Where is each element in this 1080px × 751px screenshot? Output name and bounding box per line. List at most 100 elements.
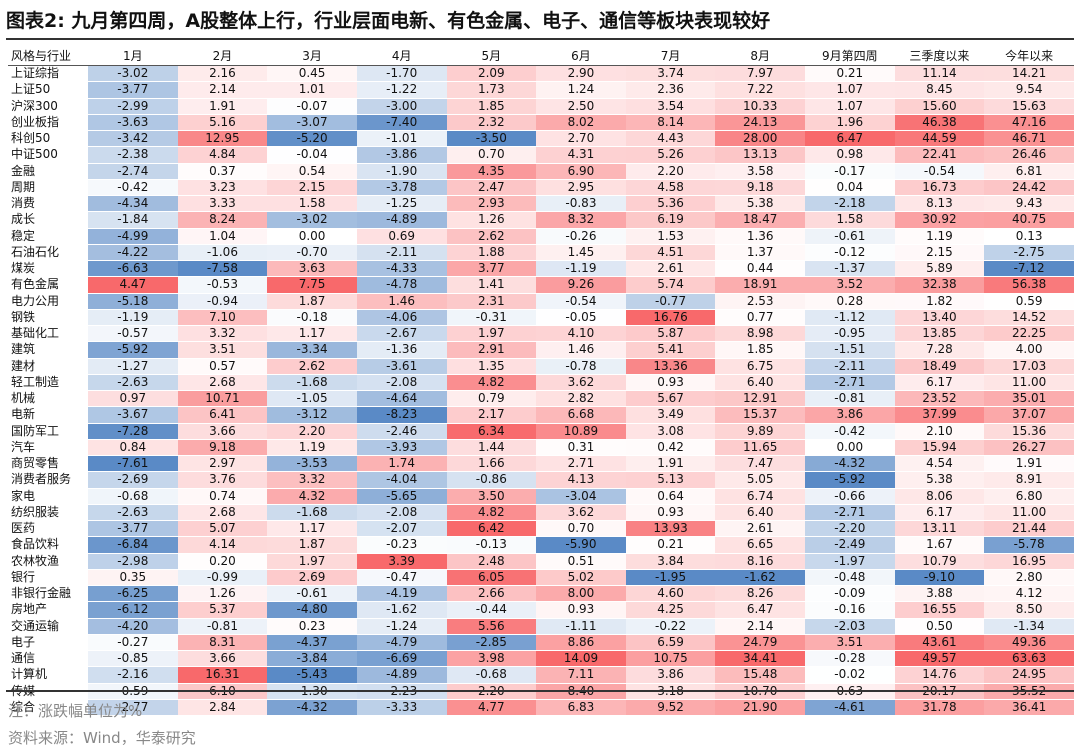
column-header: 8月 [715,45,805,66]
cell: 4.00 [984,341,1074,359]
cell: -4.22 [88,244,178,262]
cell: 2.48 [446,553,537,570]
cell: 1.58 [267,195,357,213]
cell: -1.90 [356,163,447,180]
cell: -2.98 [88,553,178,570]
cell: 0.98 [805,146,895,164]
rule [6,38,1074,40]
cell: 24.95 [984,666,1074,684]
cell: 0.69 [356,228,447,245]
cell: 8.50 [984,601,1074,619]
cell: 3.88 [894,585,985,603]
cell: 2.16 [177,65,268,83]
cell: 4.47 [88,276,178,294]
cell: -2.71 [805,504,895,522]
cell: 16.73 [894,179,985,197]
cell: 6.17 [894,504,985,522]
cell: 49.57 [894,650,985,668]
cell: 15.63 [984,98,1074,115]
cell: -1.22 [356,81,447,99]
row-label: 综合 [8,699,88,717]
cell: 0.31 [536,439,626,457]
cell: 0.21 [625,536,716,554]
table-row: 煤炭 -6.63 -7.58 3.63 -4.33 3.77 -1.19 2.61 0.44 -1… [8,260,1074,278]
cell: 2.90 [536,65,626,83]
cell: -2.75 [984,244,1074,262]
cell: 0.84 [88,439,178,457]
cell: 1.46 [536,341,626,359]
cell: -1.36 [356,341,447,359]
cell: 1.19 [894,228,985,245]
column-header: 9月第四周 [805,45,895,66]
cell: -1.51 [805,341,895,359]
row-label: 消费 [8,195,88,213]
cell: -4.34 [88,195,178,213]
cell: 11.00 [984,374,1074,392]
cell: 8.86 [536,634,626,652]
table-row: 纺织服装 -2.63 2.68 -1.68 -2.08 4.82 3.62 0.93 6.40-… [8,504,1074,522]
table-row: 综合 -2.77 2.84 -4.32 -3.33 4.77 6.83 9.52 21.90 -4… [8,699,1074,717]
cell: 10.89 [536,423,626,440]
table-row: 家电 -0.68 0.74 4.32 -5.65 3.50 -3.04 0.64 6.74 -0.… [8,488,1074,505]
cell: -0.28 [805,650,895,668]
cell: 5.07 [177,520,268,538]
cell: 7.97 [715,65,805,83]
row-label: 轻工制造 [8,374,88,392]
cell: -3.77 [88,81,178,99]
cell: -4.37 [267,634,357,652]
table-row: 消费者服务 -2.69 3.76 3.32 -4.04 -0.86 4.13 5.13 5.05… [8,471,1074,489]
cell: -5.65 [356,488,447,505]
cell: -3.61 [356,358,447,375]
cell: -3.02 [88,65,178,83]
cell: 2.97 [177,455,268,473]
cell: 5.41 [625,341,716,359]
cell: 6.42 [446,520,537,538]
table-row: 交通运输 -4.20 -0.81 0.23 -1.24 5.56 -1.11 -0.22 2.1… [8,618,1074,635]
cell: -4.78 [356,276,447,294]
cell: -0.77 [625,293,716,310]
cell: 10.75 [625,650,716,668]
table-row: 计算机 -2.16 16.31 -5.43 -4.89 -0.68 7.11 3.86 15.4… [8,666,1074,684]
cell: -1.01 [356,130,447,148]
cell: 1.44 [446,439,537,457]
cell: -4.32 [805,455,895,473]
cell: -0.83 [536,195,626,213]
cell: 3.32 [267,471,357,489]
cell: -6.63 [88,260,178,278]
cell: 6.47 [715,601,805,619]
cell: 0.77 [715,309,805,327]
row-label: 计算机 [8,666,88,684]
cell: 8.98 [715,325,805,343]
cell: 0.93 [625,374,716,392]
table-row: 建材 -1.27 0.57 2.62 -3.61 1.35 -0.78 13.36 6.75 -2… [8,358,1074,375]
cell: 9.18 [177,439,268,457]
cell: -0.81 [177,618,268,635]
table-row: 上证50 -3.77 2.14 1.01 -1.22 1.73 1.24 2.36 7.22 1.… [8,81,1074,99]
cell: 2.47 [446,179,537,197]
cell: 3.33 [177,195,268,213]
cell: -0.42 [88,179,178,197]
row-label: 通信 [8,650,88,668]
cell: 1.26 [177,585,268,603]
cell: -2.46 [356,423,447,440]
cell: 6.80 [984,488,1074,505]
cell: -5.20 [267,130,357,148]
row-label: 食品饮料 [8,536,88,554]
cell: 13.40 [894,309,985,327]
cell: -1.68 [267,374,357,392]
row-label: 国防军工 [8,423,88,440]
cell: 3.54 [625,98,716,115]
cell: -1.34 [984,618,1074,635]
cell: 6.40 [715,504,805,522]
cell: -1.24 [356,618,447,635]
cell: 8.02 [536,114,626,132]
cell: -0.85 [88,650,178,668]
cell: 1.04 [177,228,268,245]
cell: 43.61 [894,634,985,652]
cell: 0.00 [805,439,895,457]
cell: 8.06 [894,488,985,505]
cell: -1.27 [88,358,178,375]
cell: 2.71 [536,455,626,473]
cell: -0.99 [177,569,268,587]
cell: 4.60 [625,585,716,603]
